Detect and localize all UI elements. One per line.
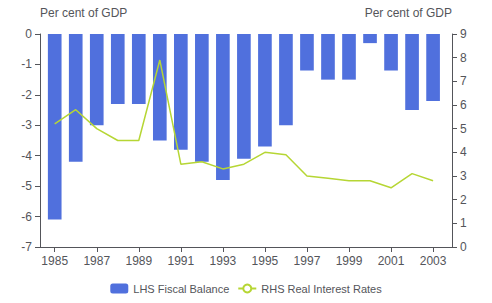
svg-text:-3: -3: [21, 118, 32, 132]
svg-text:-7: -7: [21, 240, 32, 254]
svg-text:1995: 1995: [252, 254, 279, 268]
svg-text:-2: -2: [21, 88, 32, 102]
svg-text:6: 6: [460, 98, 467, 112]
svg-text:Per cent of GDP: Per cent of GDP: [40, 6, 127, 20]
svg-text:3: 3: [460, 169, 467, 183]
svg-text:1993: 1993: [210, 254, 237, 268]
svg-text:RHS Real Interest Rates: RHS Real Interest Rates: [261, 283, 382, 295]
svg-text:1: 1: [460, 216, 467, 230]
svg-text:1991: 1991: [167, 254, 194, 268]
svg-text:2: 2: [460, 193, 467, 207]
svg-text:4: 4: [460, 145, 467, 159]
svg-text:9: 9: [460, 27, 467, 41]
svg-text:0: 0: [460, 240, 467, 254]
svg-text:-6: -6: [21, 210, 32, 224]
svg-text:-5: -5: [21, 179, 32, 193]
svg-text:7: 7: [460, 74, 467, 88]
svg-text:1997: 1997: [294, 254, 321, 268]
svg-text:-1: -1: [21, 57, 32, 71]
svg-text:1999: 1999: [336, 254, 363, 268]
svg-text:1987: 1987: [83, 254, 110, 268]
svg-text:-4: -4: [21, 149, 32, 163]
svg-text:Per cent of GDP: Per cent of GDP: [365, 6, 452, 20]
svg-text:2003: 2003: [420, 254, 447, 268]
svg-text:1985: 1985: [41, 254, 68, 268]
svg-text:5: 5: [460, 122, 467, 136]
svg-text:1989: 1989: [125, 254, 152, 268]
svg-text:2001: 2001: [378, 254, 405, 268]
svg-text:0: 0: [25, 27, 32, 41]
svg-text:LHS Fiscal Balance: LHS Fiscal Balance: [133, 283, 229, 295]
svg-text:8: 8: [460, 51, 467, 65]
